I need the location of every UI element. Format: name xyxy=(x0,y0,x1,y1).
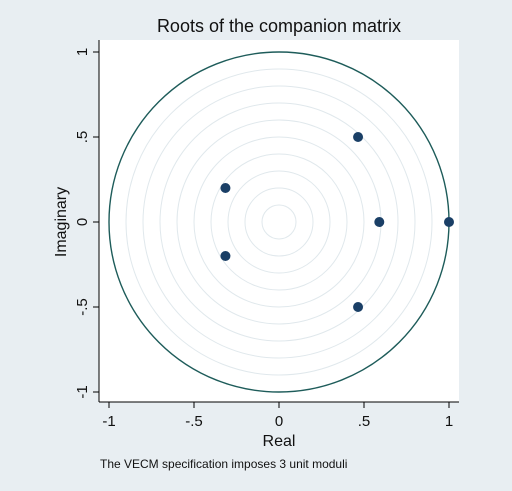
grid-circle xyxy=(261,204,297,240)
x-axis-label: Real xyxy=(263,433,296,450)
x-tick-label: -1 xyxy=(102,413,115,430)
y-tick-label: -1 xyxy=(74,385,91,398)
y-tick-label: 1 xyxy=(74,48,91,56)
grid-circle xyxy=(227,170,331,274)
grid-circle xyxy=(125,68,433,376)
root-point xyxy=(220,251,231,261)
grid-circle xyxy=(244,187,314,257)
x-tick-label: -.5 xyxy=(185,413,203,430)
y-tick-label: .5 xyxy=(74,131,91,144)
grid-circle xyxy=(142,85,416,359)
footnote: The VECM specification imposes 3 unit mo… xyxy=(100,457,347,471)
data-points xyxy=(220,132,454,312)
chart-title: Roots of the companion matrix xyxy=(157,16,401,36)
root-point xyxy=(444,217,454,227)
x-tick-label: .5 xyxy=(358,413,371,430)
grid-circle xyxy=(210,153,348,291)
y-ticks: -1 -.5 0 .5 1 xyxy=(74,48,99,399)
grid-circle xyxy=(193,136,365,308)
x-tick-label: 0 xyxy=(275,413,283,430)
x-tick-label: 1 xyxy=(445,413,453,430)
grid-circles xyxy=(125,68,433,376)
grid-circle xyxy=(159,102,399,342)
y-tick-label: 0 xyxy=(74,218,91,226)
plot-area xyxy=(99,40,459,402)
root-point xyxy=(353,302,364,312)
root-point xyxy=(353,132,364,142)
root-point xyxy=(220,183,231,193)
y-tick-label: -.5 xyxy=(74,298,91,316)
y-axis-label: Imaginary xyxy=(53,187,70,257)
root-point xyxy=(374,217,385,227)
x-ticks: -1 -.5 0 .5 1 xyxy=(102,402,453,430)
